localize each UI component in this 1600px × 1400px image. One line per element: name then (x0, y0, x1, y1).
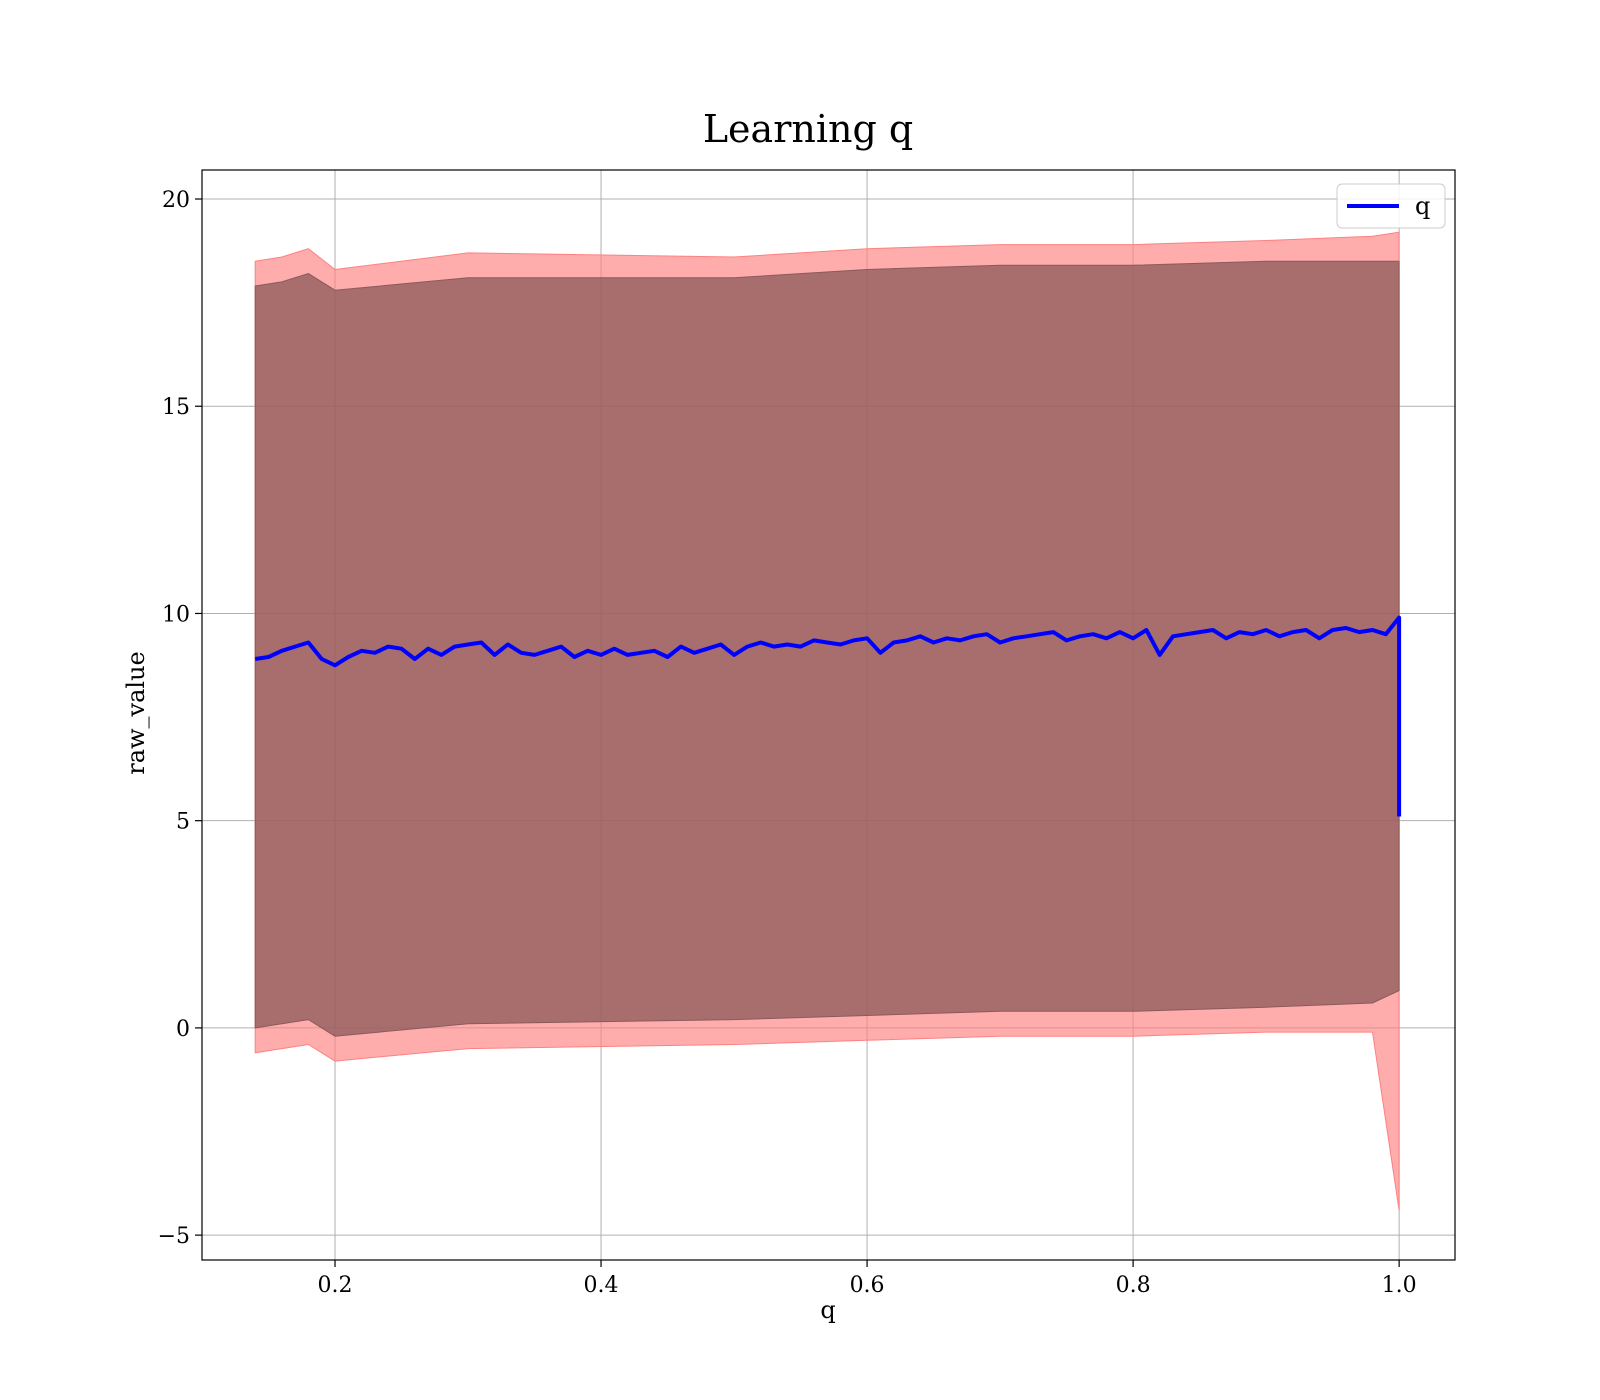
band-2 (254, 260, 1400, 1037)
plot-frame (201, 169, 1456, 1261)
series-line-q (254, 615, 1402, 817)
x-tick-label: 0.8 (1116, 1273, 1151, 1298)
confidence-bands (254, 231, 1400, 1211)
x-axis-label: q (820, 1296, 835, 1324)
y-tick-label: 20 (162, 188, 190, 213)
y-tick-label: 5 (176, 810, 190, 835)
x-tick-label: 0.6 (850, 1273, 885, 1298)
x-tick-label: 0.2 (318, 1273, 353, 1298)
x-ticks: 0.2 0.4 0.6 0.8 1.0 (318, 1260, 1417, 1298)
y-tick-label: 0 (176, 1017, 190, 1042)
legend: q (1336, 183, 1446, 229)
x-tick-label: 1.0 (1382, 1273, 1417, 1298)
series-lines (254, 615, 1402, 817)
legend-label: q (1415, 192, 1430, 220)
x-tick-label: 0.4 (584, 1273, 619, 1298)
y-tick-label: 15 (162, 395, 190, 420)
y-tick-label: −5 (158, 1224, 190, 1249)
chart-title: Learning q (703, 107, 913, 151)
y-tick-label: 10 (162, 602, 190, 627)
y-axis-label: raw_value (122, 651, 150, 775)
y-ticks: −5 0 5 10 15 20 (158, 188, 202, 1249)
